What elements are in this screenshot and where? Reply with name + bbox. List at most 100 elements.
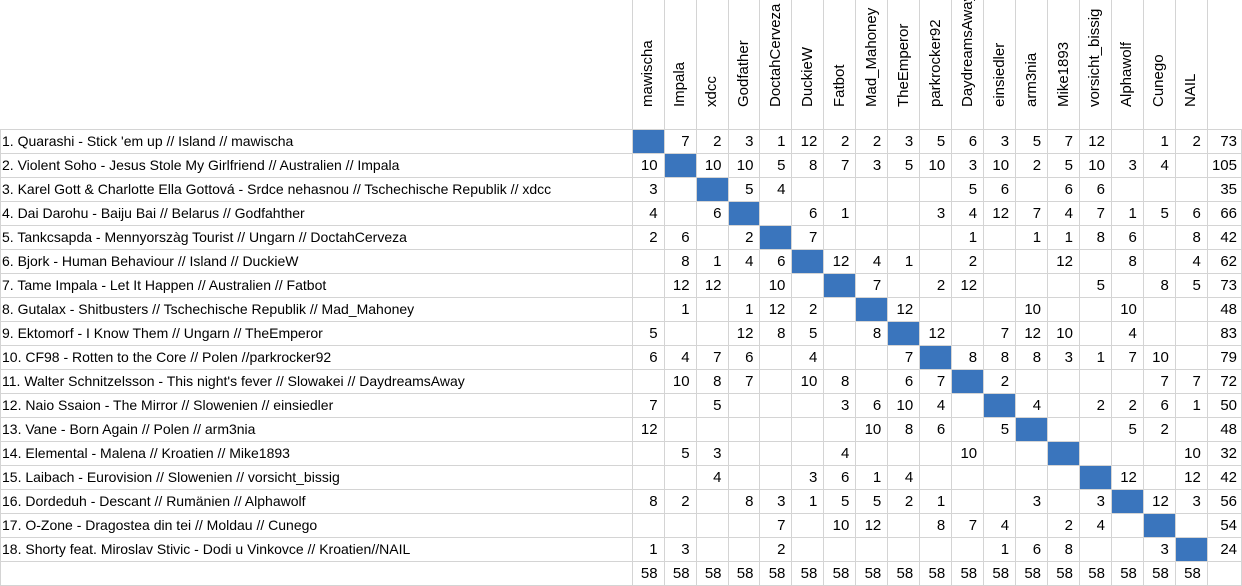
score-cell[interactable]: 5 bbox=[695, 392, 729, 418]
score-cell[interactable] bbox=[887, 272, 921, 298]
score-cell[interactable]: 10 bbox=[1078, 152, 1112, 178]
score-cell[interactable]: 12 bbox=[951, 272, 985, 298]
score-cell[interactable]: 5 bbox=[887, 152, 921, 178]
score-cell[interactable] bbox=[631, 248, 665, 274]
score-cell[interactable]: 7 bbox=[983, 320, 1017, 346]
voter-header-alphawolf[interactable]: Alphawolf bbox=[1110, 0, 1144, 130]
score-cell[interactable]: 4 bbox=[727, 248, 761, 274]
score-cell[interactable] bbox=[823, 224, 857, 250]
score-cell[interactable]: 3 bbox=[951, 152, 985, 178]
score-cell[interactable]: 5 bbox=[1142, 200, 1176, 226]
score-cell[interactable]: 2 bbox=[663, 488, 697, 514]
score-cell[interactable]: 6 bbox=[1142, 392, 1176, 418]
score-cell[interactable]: 1 bbox=[823, 200, 857, 226]
score-cell[interactable]: 8 bbox=[919, 512, 953, 538]
score-cell[interactable]: 1 bbox=[887, 248, 921, 274]
voter-header-xdcc[interactable]: xdcc bbox=[695, 0, 729, 130]
score-cell[interactable] bbox=[951, 296, 985, 322]
score-cell[interactable]: 2 bbox=[919, 272, 953, 298]
score-cell[interactable] bbox=[983, 248, 1017, 274]
score-cell[interactable]: 12 bbox=[823, 248, 857, 274]
score-cell[interactable]: 1 bbox=[983, 536, 1017, 562]
score-cell[interactable]: 6 bbox=[695, 200, 729, 226]
score-cell[interactable] bbox=[983, 464, 1017, 490]
score-cell[interactable]: 8 bbox=[727, 488, 761, 514]
score-cell[interactable] bbox=[919, 248, 953, 274]
score-cell[interactable]: 5 bbox=[919, 128, 953, 154]
score-cell[interactable]: 8 bbox=[1110, 248, 1144, 274]
score-cell[interactable]: 4 bbox=[1110, 320, 1144, 346]
score-cell[interactable] bbox=[1174, 512, 1208, 538]
score-cell[interactable]: 5 bbox=[855, 488, 889, 514]
score-cell[interactable] bbox=[887, 176, 921, 202]
score-cell[interactable]: 6 bbox=[919, 416, 953, 442]
score-cell[interactable] bbox=[1174, 152, 1208, 178]
score-cell[interactable]: 7 bbox=[1110, 344, 1144, 370]
voter-header-daydreamsaway[interactable]: DaydreamsAway bbox=[951, 0, 985, 130]
score-cell[interactable]: 2 bbox=[855, 128, 889, 154]
score-cell[interactable]: 10 bbox=[631, 152, 665, 178]
score-cell[interactable] bbox=[759, 368, 793, 394]
score-cell[interactable]: 10 bbox=[727, 152, 761, 178]
song-label[interactable]: 6. Bjork - Human Behaviour // Island // … bbox=[0, 248, 633, 274]
score-cell[interactable] bbox=[759, 344, 793, 370]
score-cell[interactable] bbox=[1078, 416, 1112, 442]
score-cell[interactable]: 2 bbox=[1078, 392, 1112, 418]
score-cell[interactable] bbox=[1047, 368, 1080, 394]
score-cell[interactable]: 10 bbox=[663, 368, 697, 394]
score-cell[interactable] bbox=[727, 440, 761, 466]
score-cell[interactable]: 10 bbox=[855, 416, 889, 442]
voter-header-parkrocker92[interactable]: parkrocker92 bbox=[919, 0, 953, 130]
score-cell[interactable] bbox=[855, 344, 889, 370]
score-cell[interactable]: 4 bbox=[1047, 200, 1080, 226]
score-cell[interactable]: 12 bbox=[1078, 128, 1112, 154]
score-cell[interactable] bbox=[631, 512, 665, 538]
score-cell[interactable]: 5 bbox=[1047, 152, 1080, 178]
score-cell[interactable]: 5 bbox=[1174, 272, 1208, 298]
score-cell[interactable] bbox=[791, 512, 825, 538]
score-cell[interactable]: 2 bbox=[631, 224, 665, 250]
score-cell[interactable]: 5 bbox=[1015, 128, 1049, 154]
score-cell[interactable]: 10 bbox=[823, 512, 857, 538]
score-cell[interactable]: 2 bbox=[983, 368, 1017, 394]
score-cell[interactable]: 8 bbox=[855, 320, 889, 346]
score-cell[interactable] bbox=[951, 464, 985, 490]
score-cell[interactable] bbox=[1142, 176, 1176, 202]
score-cell[interactable] bbox=[1015, 248, 1049, 274]
score-cell[interactable] bbox=[727, 416, 761, 442]
score-cell[interactable]: 5 bbox=[1110, 416, 1144, 442]
score-cell[interactable]: 3 bbox=[823, 392, 857, 418]
score-cell[interactable]: 12 bbox=[855, 512, 889, 538]
score-cell[interactable] bbox=[823, 296, 857, 322]
score-cell[interactable]: 6 bbox=[727, 344, 761, 370]
score-cell[interactable] bbox=[1047, 416, 1080, 442]
score-cell[interactable]: 6 bbox=[663, 224, 697, 250]
score-cell[interactable] bbox=[759, 416, 793, 442]
score-cell[interactable]: 12 bbox=[791, 128, 825, 154]
score-cell[interactable]: 7 bbox=[855, 272, 889, 298]
score-cell[interactable]: 10 bbox=[695, 152, 729, 178]
score-cell[interactable] bbox=[791, 176, 825, 202]
score-cell[interactable] bbox=[727, 392, 761, 418]
score-cell[interactable]: 10 bbox=[1110, 296, 1144, 322]
score-cell[interactable]: 4 bbox=[823, 440, 857, 466]
score-cell[interactable]: 8 bbox=[823, 368, 857, 394]
score-cell[interactable]: 8 bbox=[1142, 272, 1176, 298]
score-cell[interactable]: 1 bbox=[1047, 224, 1080, 250]
score-cell[interactable] bbox=[1110, 368, 1144, 394]
score-cell[interactable] bbox=[791, 440, 825, 466]
score-cell[interactable] bbox=[1047, 272, 1080, 298]
score-cell[interactable] bbox=[1015, 272, 1049, 298]
score-cell[interactable] bbox=[823, 416, 857, 442]
score-cell[interactable]: 3 bbox=[759, 488, 793, 514]
score-cell[interactable]: 7 bbox=[887, 344, 921, 370]
score-cell[interactable] bbox=[855, 200, 889, 226]
score-cell[interactable]: 8 bbox=[1047, 536, 1080, 562]
score-cell[interactable] bbox=[983, 272, 1017, 298]
score-cell[interactable]: 3 bbox=[727, 128, 761, 154]
score-cell[interactable]: 3 bbox=[1110, 152, 1144, 178]
song-label[interactable]: 11. Walter Schnitzelsson - This night's … bbox=[0, 368, 633, 394]
score-cell[interactable] bbox=[855, 224, 889, 250]
score-cell[interactable]: 4 bbox=[855, 248, 889, 274]
song-label[interactable]: 13. Vane - Born Again // Polen // arm3ni… bbox=[0, 416, 633, 442]
